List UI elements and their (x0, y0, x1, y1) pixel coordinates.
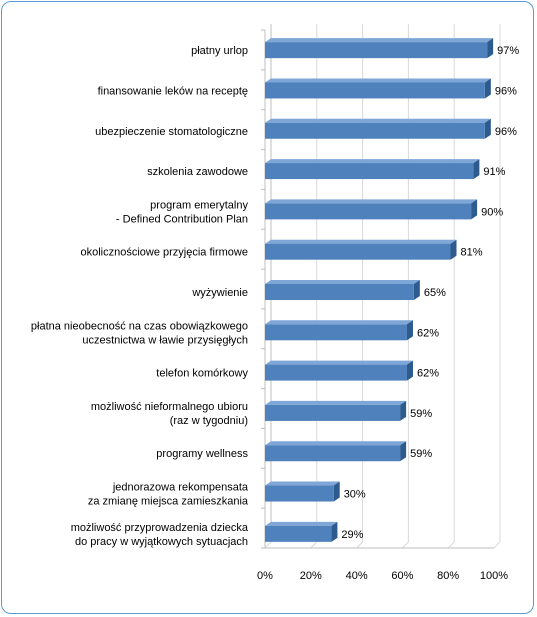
x-tick-label: 80% (437, 570, 459, 582)
bar-side (413, 280, 420, 300)
bar (265, 284, 414, 300)
bar (265, 163, 474, 180)
bar-top (265, 239, 457, 244)
grid-floor-line (447, 541, 455, 549)
bar-side (487, 38, 494, 59)
bar-side (331, 521, 338, 542)
bar (265, 122, 485, 139)
category-label-line: uczestnictwa w ławie przysięgłych (82, 334, 248, 346)
category-label-line: telefon komórkowy (156, 368, 248, 380)
bar (265, 364, 407, 381)
category-label-line: szkolenia zawodowe (147, 166, 248, 178)
category-label-line: finansowanie leków na receptę (98, 85, 248, 97)
bar-top (265, 400, 407, 405)
category-label: okolicznościowe przyjęcia firmowe (80, 247, 248, 259)
bar-top (265, 38, 494, 43)
bar-side (473, 159, 480, 180)
bar-side (450, 239, 457, 260)
category-label: wyżywienie (191, 287, 248, 299)
grid-floor-line (356, 541, 363, 549)
bar-top (265, 159, 480, 164)
data-label: 96% (495, 85, 517, 97)
category-label-line: możliwość nieformalnego ubioru (91, 401, 248, 413)
bar (265, 445, 401, 462)
bar (265, 404, 401, 421)
category-label-line: ubezpieczenie stomatologiczne (95, 126, 248, 138)
data-label: 30% (344, 489, 366, 501)
bar-top (265, 481, 340, 486)
category-label-line: płatny urlop (191, 45, 248, 57)
data-label: 97% (497, 45, 519, 57)
bar-side (333, 481, 340, 502)
x-tick-label: 40% (346, 570, 368, 582)
bar-side (484, 118, 491, 139)
bar-side (400, 441, 407, 462)
bar-top (265, 521, 338, 526)
data-label: 59% (410, 408, 432, 420)
category-label: ubezpieczenie stomatologiczne (95, 126, 248, 138)
bar-side (471, 199, 478, 220)
category-label-line: możliwość przyprowadzenia dziecka (71, 522, 249, 534)
category-label-line: za zmianę miejsca zamieszkania (88, 496, 249, 508)
data-label: 90% (481, 206, 503, 218)
grid-floor-line (402, 541, 409, 549)
data-label: 91% (483, 166, 505, 178)
x-tick-label: 0% (257, 570, 273, 582)
category-label: płatny urlop (191, 45, 248, 57)
category-label-line: program emerytalny (150, 199, 248, 211)
bar (265, 485, 334, 502)
bar-top (265, 320, 413, 325)
x-tick-label: 100% (480, 570, 508, 582)
data-label: 65% (424, 287, 446, 299)
category-label-line: okolicznościowe przyjęcia firmowe (80, 247, 248, 259)
category-label-line: wyżywienie (191, 287, 248, 299)
bar-side (406, 320, 413, 341)
category-label-line: - Defined Contribution Plan (116, 213, 248, 225)
category-label: programy wellness (156, 448, 248, 460)
category-label: program emerytalny - Defined Contribution… (116, 199, 249, 225)
bar-top (265, 199, 478, 204)
bar-top (265, 78, 491, 83)
x-tick-label: 60% (391, 570, 413, 582)
bar (265, 42, 488, 59)
bar-top (265, 360, 413, 365)
data-label: 81% (460, 247, 482, 259)
category-label-line: płatna nieobecność na czas obowiązkowego (31, 320, 248, 332)
category-label: finansowanie leków na receptę (98, 85, 248, 97)
data-label: 96% (495, 126, 517, 138)
data-label: 62% (417, 368, 439, 380)
x-tick-label: 20% (300, 570, 322, 582)
bar (265, 243, 451, 260)
bar-side (406, 360, 413, 381)
bar-top (265, 118, 491, 123)
category-label: płatna nieobecność na czas obowiązkowego… (31, 320, 248, 346)
category-label-line: jednorazowa rekompensata (112, 482, 249, 494)
category-label: możliwość przyprowadzenia dziecka do prac… (71, 522, 249, 548)
bar-top (265, 441, 407, 446)
bar (265, 324, 407, 341)
category-label: możliwość nieformalnego ubioru (raz w tyg… (91, 401, 248, 427)
data-label: 62% (417, 327, 439, 339)
bar-side (484, 78, 491, 99)
bar-top (265, 280, 420, 284)
bar-side (400, 400, 407, 421)
grid-floor-line (310, 541, 318, 549)
grid-floor-line (493, 541, 501, 549)
grid-floor-line (264, 541, 272, 549)
data-label: 59% (410, 448, 432, 460)
category-label-line: (raz w tygodniu) (170, 415, 248, 427)
category-label: szkolenia zawodowe (147, 166, 248, 178)
category-label-line: do pracy w wyjątkowych sytuacjach (75, 536, 248, 548)
bar (265, 203, 472, 220)
bar (265, 525, 332, 542)
category-label: telefon komórkowy (156, 368, 248, 380)
data-label: 29% (341, 529, 363, 541)
category-label-line: programy wellness (156, 448, 248, 460)
category-label: jednorazowa rekompensata za zmianę miejsc… (88, 482, 249, 508)
bar (265, 82, 485, 99)
